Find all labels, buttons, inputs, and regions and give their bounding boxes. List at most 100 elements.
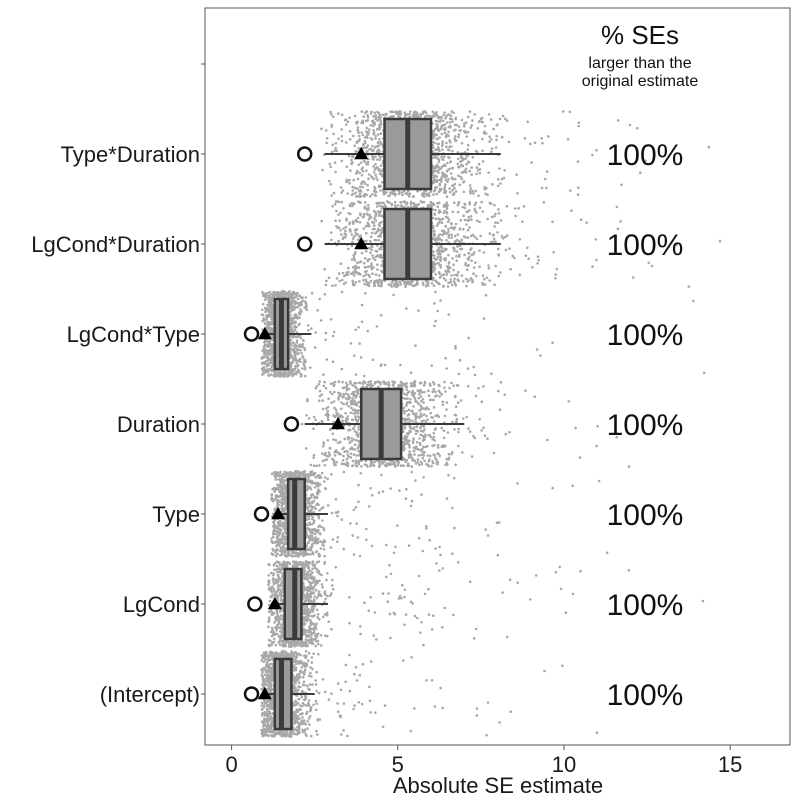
jitter-point <box>351 240 354 244</box>
jitter-point <box>377 185 381 188</box>
jitter-point <box>404 192 408 195</box>
jitter-point <box>358 220 362 224</box>
jitter-point <box>325 412 329 416</box>
jitter-point <box>439 266 443 269</box>
jitter-point <box>353 258 357 262</box>
jitter-point <box>490 372 493 376</box>
jitter-point <box>466 228 470 232</box>
jitter-point <box>540 186 544 190</box>
jitter-point <box>463 206 467 210</box>
jitter-point <box>471 189 475 193</box>
jitter-point <box>335 209 338 213</box>
jitter-point <box>457 279 460 283</box>
jitter-point <box>433 141 436 145</box>
jitter-point <box>490 150 493 153</box>
jitter-point <box>338 415 342 419</box>
jitter-point <box>318 389 322 393</box>
jitter-point <box>333 454 337 457</box>
jitter-point <box>449 114 453 118</box>
jitter-point <box>455 250 459 253</box>
jitter-point <box>329 165 333 169</box>
jitter-point <box>458 183 462 187</box>
jitter-point <box>433 324 436 328</box>
jitter-point <box>433 267 437 270</box>
jitter-point <box>429 411 433 415</box>
jitter-point <box>344 225 348 229</box>
jitter-point <box>325 454 329 458</box>
jitter-point <box>379 164 383 167</box>
jitter-point <box>356 446 360 450</box>
jitter-point <box>474 201 478 205</box>
jitter-point <box>455 254 458 258</box>
jitter-point <box>470 259 473 263</box>
jitter-point <box>352 274 356 277</box>
jitter-point <box>272 373 275 377</box>
jitter-point <box>438 136 441 139</box>
jitter-point <box>301 299 305 303</box>
jitter-point <box>296 297 300 301</box>
jitter-point <box>381 462 385 465</box>
jitter-point <box>431 444 434 448</box>
jitter-point <box>471 280 474 284</box>
jitter-point <box>332 191 336 195</box>
jitter-point <box>463 151 467 154</box>
jitter-point <box>471 155 475 159</box>
jitter-point <box>473 113 477 116</box>
jitter-point <box>536 262 539 265</box>
jitter-point <box>350 233 354 236</box>
jitter-point <box>397 192 401 196</box>
jitter-point <box>453 201 456 204</box>
jitter-point <box>289 313 292 317</box>
jitter-point <box>269 342 272 346</box>
jitter-point <box>404 285 407 289</box>
jitter-point <box>432 137 435 140</box>
jitter-point <box>466 143 470 147</box>
jitter-point <box>451 210 455 214</box>
jitter-point <box>454 117 458 121</box>
jitter-point <box>392 293 395 297</box>
jitter-point <box>365 283 369 287</box>
jitter-point <box>405 385 409 389</box>
jitter-point <box>374 273 378 276</box>
jitter-point <box>297 370 301 374</box>
jitter-point <box>369 216 373 219</box>
jitter-point <box>262 367 266 371</box>
jitter-point <box>585 221 588 224</box>
jitter-point <box>270 296 273 299</box>
jitter-point <box>627 465 631 468</box>
jitter-point <box>331 360 335 364</box>
jitter-point <box>459 247 462 251</box>
jitter-point <box>481 160 485 163</box>
jitter-point <box>546 438 549 442</box>
jitter-point <box>473 207 477 211</box>
jitter-point <box>440 239 444 242</box>
jitter-point <box>453 273 456 277</box>
jitter-point <box>379 253 383 257</box>
jitter-point <box>405 382 408 385</box>
jitter-point <box>382 201 385 205</box>
jitter-point <box>445 174 449 178</box>
jitter-point <box>328 162 332 166</box>
jitter-point <box>567 400 570 403</box>
jitter-point <box>470 173 474 176</box>
jitter-point <box>367 177 370 180</box>
jitter-point <box>401 193 404 197</box>
jitter-point <box>421 194 425 197</box>
jitter-point <box>413 113 417 117</box>
jitter-point <box>363 201 367 204</box>
jitter-point <box>416 458 420 461</box>
jitter-point <box>261 361 264 364</box>
jitter-point <box>439 299 442 302</box>
jitter-point <box>353 228 357 232</box>
jitter-point <box>366 329 370 333</box>
jitter-point <box>378 214 381 218</box>
jitter-point <box>397 111 401 115</box>
jitter-point <box>454 128 457 132</box>
jitter-point <box>435 224 439 227</box>
jitter-point <box>389 191 392 194</box>
jitter-point <box>369 279 373 283</box>
jitter-point <box>290 361 294 364</box>
jitter-point <box>362 274 366 278</box>
jitter-point <box>350 400 354 404</box>
jitter-point <box>263 322 267 325</box>
